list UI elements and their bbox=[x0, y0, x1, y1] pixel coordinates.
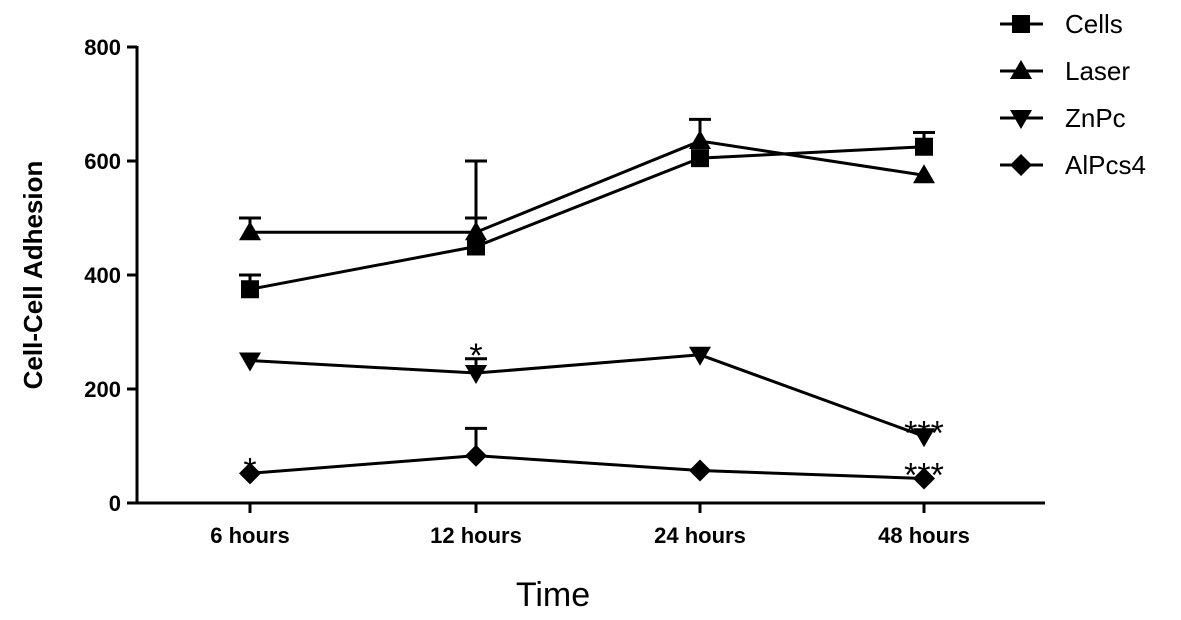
legend-marker-znpc bbox=[1010, 110, 1032, 129]
data-point-laser bbox=[913, 164, 935, 184]
data-point-cells bbox=[241, 280, 259, 299]
data-point-znpc bbox=[689, 346, 711, 366]
legend-marker-laser bbox=[1010, 60, 1032, 79]
data-point-alpcs4 bbox=[239, 462, 261, 485]
y-tick-label: 400 bbox=[84, 263, 121, 288]
legend-item-alpcs4: AlPcs4 bbox=[1000, 150, 1146, 180]
significance-marker: * bbox=[469, 337, 482, 375]
data-point-alpcs4 bbox=[913, 467, 935, 490]
data-point-alpcs4 bbox=[465, 444, 487, 467]
series-znpc bbox=[239, 346, 935, 448]
data-point-znpc bbox=[239, 352, 261, 372]
series-alpcs4 bbox=[239, 426, 935, 490]
y-tick-label: 200 bbox=[84, 377, 121, 402]
x-tick-label: 6 hours bbox=[210, 523, 289, 548]
legend-label-alpcs4: AlPcs4 bbox=[1065, 150, 1146, 180]
significance-marker: * bbox=[243, 451, 256, 489]
legend-item-laser: Laser bbox=[1000, 56, 1130, 86]
data-point-laser bbox=[239, 221, 261, 241]
legend-marker-cells bbox=[1012, 15, 1030, 33]
data-point-znpc bbox=[465, 365, 487, 385]
x-tick-label: 24 hours bbox=[654, 523, 746, 548]
data-point-cells bbox=[691, 149, 709, 168]
legend-label-cells: Cells bbox=[1065, 9, 1123, 39]
axes: 0 200 400 600 800 6 hours 12 hours 24 hours 48 h… bbox=[84, 35, 1045, 548]
data-point-cells bbox=[467, 237, 485, 256]
legend-label-laser: Laser bbox=[1065, 56, 1130, 86]
data-point-laser bbox=[689, 130, 711, 150]
legend-item-cells: Cells bbox=[1000, 9, 1123, 39]
legend-marker-alpcs4 bbox=[1010, 154, 1032, 176]
x-tick-label: 12 hours bbox=[430, 523, 522, 548]
x-axis-title: Time bbox=[516, 576, 590, 614]
data-point-znpc bbox=[913, 428, 935, 448]
series-line-cells bbox=[249, 145, 925, 291]
legend-item-znpc: ZnPc bbox=[1000, 103, 1126, 133]
series-cells bbox=[239, 131, 935, 299]
x-tick-label: 48 hours bbox=[878, 523, 970, 548]
data-point-laser bbox=[465, 221, 487, 241]
annotations: ***** *** bbox=[243, 337, 943, 495]
series-line-znpc bbox=[249, 353, 925, 438]
series-laser bbox=[239, 117, 935, 241]
data-point-alpcs4 bbox=[689, 459, 711, 482]
series-layer bbox=[239, 117, 935, 490]
legend-label-znpc: ZnPc bbox=[1065, 103, 1126, 133]
legend: Cells Laser ZnPc AlPcs4 bbox=[1000, 9, 1146, 180]
series-line-alpcs4 bbox=[249, 454, 925, 480]
significance-marker: *** bbox=[904, 414, 944, 452]
y-tick-label: 800 bbox=[84, 35, 121, 60]
y-axis-title: Cell-Cell Adhesion bbox=[18, 161, 48, 390]
y-tick-label: 0 bbox=[109, 491, 121, 516]
series-line-laser bbox=[250, 139, 925, 234]
y-tick-label: 600 bbox=[84, 149, 121, 174]
significance-marker: *** bbox=[904, 456, 944, 494]
data-point-cells bbox=[915, 137, 933, 156]
